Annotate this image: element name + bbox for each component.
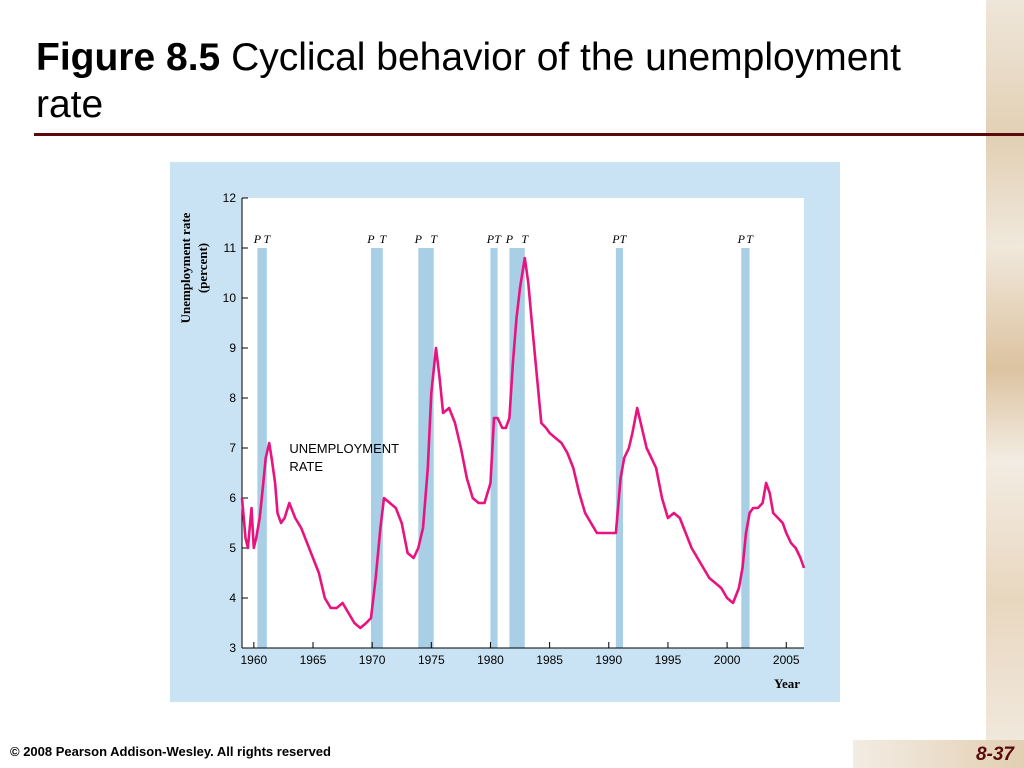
y-tick-label-11: 11 — [224, 241, 237, 255]
recession-peak-label-1: P — [366, 232, 375, 246]
y-tick-label-4: 4 — [229, 591, 236, 605]
decorative-side-strip — [986, 0, 1024, 768]
figure-caption: Cyclical behavior of the unemployment ra… — [36, 36, 901, 126]
y-axis-label-line2: (percent) — [195, 243, 210, 293]
x-tick-label-1990: 1990 — [595, 653, 622, 667]
y-tick-label-10: 10 — [223, 291, 237, 305]
title-divider — [34, 133, 1024, 136]
y-tick-label-6: 6 — [229, 491, 236, 505]
recession-peak-label-6: P — [737, 232, 746, 246]
recession-trough-label-4: T — [521, 232, 529, 246]
recession-peak-label-4: P — [505, 232, 514, 246]
x-tick-label-2000: 2000 — [714, 653, 741, 667]
x-axis-label: Year — [774, 676, 800, 691]
y-tick-label-3: 3 — [229, 641, 236, 655]
page-number: 8-37 — [975, 744, 1014, 765]
x-tick-label-1960: 1960 — [240, 653, 267, 667]
slide-title: Figure 8.5 Cyclical behavior of the unem… — [36, 34, 976, 128]
recession-trough-label-1: T — [379, 232, 387, 246]
recession-band-6 — [741, 248, 750, 648]
y-tick-label-9: 9 — [229, 341, 236, 355]
figure-number: Figure 8.5 — [36, 36, 221, 79]
y-tick-label-12: 12 — [223, 191, 237, 205]
recession-band-0 — [257, 248, 267, 648]
x-tick-label-1985: 1985 — [536, 653, 563, 667]
recession-band-1 — [370, 248, 383, 648]
recession-peak-label-2: P — [414, 232, 423, 246]
recession-band-3 — [490, 248, 498, 648]
x-tick-label-1995: 1995 — [655, 653, 682, 667]
series-annotation-line-1: UNEMPLOYMENT — [289, 441, 399, 456]
recession-trough-label-0: T — [264, 232, 272, 246]
y-tick-label-8: 8 — [229, 391, 236, 405]
recession-trough-label-3: T — [494, 232, 502, 246]
recession-band-2 — [418, 248, 434, 648]
recession-peak-label-3: P — [486, 232, 495, 246]
x-tick-label-1975: 1975 — [418, 653, 445, 667]
copyright-notice: © 2008 Pearson Addison-Wesley. All right… — [10, 744, 331, 759]
recession-trough-label-2: T — [430, 232, 438, 246]
chart-panel: P T P T P T P T P T P T P T 3 4 5 6 7 8 9 10 11 12 1960 1965 1970 1… — [170, 162, 840, 702]
recession-peak-label-5: P — [611, 232, 620, 246]
x-tick-label-1965: 1965 — [300, 653, 327, 667]
x-tick-label-1970: 1970 — [359, 653, 386, 667]
recession-band-5 — [615, 248, 623, 648]
y-tick-label-5: 5 — [229, 541, 236, 555]
series-line-0 — [240, 256, 806, 630]
series-annotation-line-2: RATE — [289, 459, 323, 474]
x-tick-label-2005: 2005 — [773, 653, 800, 667]
recession-trough-label-5: T — [620, 232, 628, 246]
y-tick-label-7: 7 — [229, 441, 236, 455]
page-number-box: 8-37 — [853, 740, 1024, 768]
x-tick-label-1980: 1980 — [477, 653, 504, 667]
recession-trough-label-6: T — [746, 232, 754, 246]
y-axis-label-line1: Unemployment rate — [178, 212, 193, 323]
recession-peak-label-0: P — [253, 232, 262, 246]
